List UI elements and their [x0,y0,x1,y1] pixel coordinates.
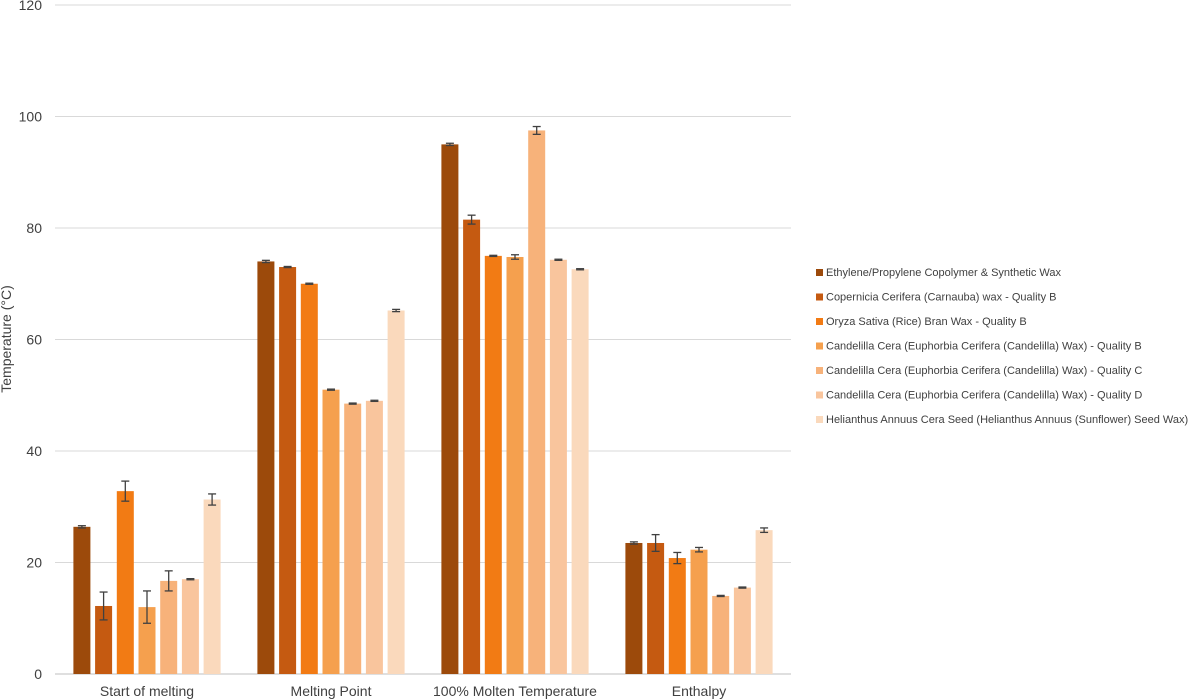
bar [160,580,178,674]
legend-label: Candelilla Cera (Euphorbia Cerifera (Can… [826,365,1142,377]
bar [463,219,481,674]
bar [116,491,134,674]
x-category-label: Melting Point [291,683,372,699]
bar [506,256,524,674]
bar [73,526,91,674]
grid-lines [55,4,791,675]
y-tick-label: 20 [26,555,42,571]
y-tick-label: 60 [26,332,42,348]
legend-label: Candelilla Cera (Euphorbia Cerifera (Can… [826,341,1142,353]
legend-swatch [816,293,823,301]
bar [387,310,405,674]
bar [755,530,773,674]
x-category-label: Start of melting [100,683,194,699]
bar [365,400,383,674]
legend-swatch [816,391,823,399]
bar [549,259,567,674]
legend: Ethylene/Propylene Copolymer & Synthetic… [816,267,1188,426]
bar [712,595,730,674]
bar [441,144,459,674]
bar [690,549,708,674]
bar [668,558,686,674]
y-tick-label: 120 [19,0,43,13]
bar [344,403,362,674]
legend-swatch [816,367,823,374]
y-axis-label: Temperature (°C) [0,285,14,393]
bar [300,283,318,674]
legend-label: Candelilla Cera (Euphorbia Cerifera (Can… [826,390,1142,402]
bar [279,267,297,674]
legend-label: Oryza Sativa (Rice) Bran Wax - Quality B [826,316,1027,328]
bars [73,130,773,674]
bar [322,389,340,674]
legend-label: Ethylene/Propylene Copolymer & Synthetic… [826,267,1061,279]
y-tick-label: 0 [34,666,42,682]
y-axis-ticks: 0 20 40 60 80 100 120 [19,0,43,682]
bar [484,255,502,674]
bar [647,542,665,674]
bar [571,269,589,674]
y-tick-label: 80 [26,220,42,236]
legend-label: Copernicia Cerifera (Carnauba) wax - Qua… [826,292,1056,304]
bar [733,587,751,674]
x-category-label: Enthalpy [672,683,726,699]
bar [181,579,199,674]
bar [528,130,546,674]
bar [138,607,156,674]
bar [257,261,275,674]
x-category-label: 100% Molten Temperature [433,683,597,699]
bar [203,499,221,674]
legend-swatch [816,318,823,325]
x-axis-categories: Start of melting Melting Point 100% Molten… [100,683,726,699]
legend-swatch [816,342,823,350]
y-tick-label: 40 [26,443,42,459]
y-tick-label: 100 [19,109,43,125]
bar [95,605,113,674]
legend-swatch [816,416,823,423]
legend-label: Helianthus Annuus Cera Seed (Helianthus … [826,414,1188,426]
error-bars [77,125,769,624]
bar [625,542,643,674]
legend-swatch [816,269,823,276]
